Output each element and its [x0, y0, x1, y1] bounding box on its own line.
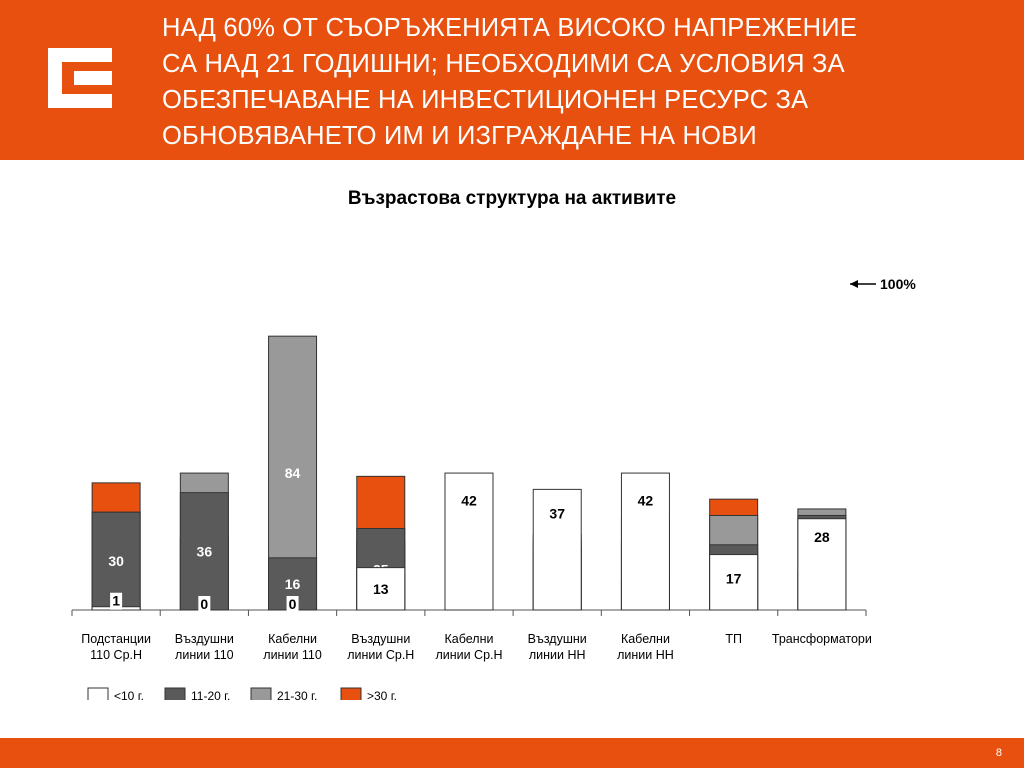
category-label: линии НН	[617, 648, 674, 662]
category-label: линии Ср.Н	[347, 648, 414, 662]
category-label: Въздушни	[528, 632, 587, 646]
slide-title-line-3: ОБЕЗПЕЧАВАНЕ НА ИНВЕСТИЦИОНЕН РЕСУРС ЗА	[162, 86, 809, 114]
footer-bar: 8	[0, 738, 1024, 768]
data-label-box	[110, 592, 123, 610]
data-label: 1	[112, 593, 120, 609]
data-label: 16	[285, 576, 301, 592]
category-label: 110 Ср.Н	[90, 648, 142, 662]
stacked-bar-chart: 3930301Подстанции110 Ср.Н2242360Въздушни…	[71, 276, 916, 700]
chart-title: Възрастова структура на активите	[347, 188, 677, 209]
category-label: Кабелни	[445, 632, 494, 646]
slide-title-line-1: НАД 60% ОТ СЪОРЪЖЕНИЯТА ВИСОКО НАПРЕЖЕНИ…	[162, 14, 858, 42]
category-label: Въздушни	[351, 632, 410, 646]
data-label: 0	[289, 596, 297, 612]
bar-segment	[709, 554, 759, 611]
data-label: 28	[814, 529, 830, 545]
data-label-box	[198, 596, 211, 613]
legend-label: <10 г.	[114, 689, 144, 700]
data-label: 0	[200, 596, 208, 612]
legend-swatch	[250, 687, 272, 700]
category-label: Кабелни	[621, 632, 670, 646]
reference-arrow-icon	[850, 280, 858, 288]
legend-label: 21-30 г.	[277, 689, 317, 700]
data-label: 13	[373, 581, 389, 597]
category-label: линии 110	[175, 648, 234, 662]
category-label: Подстанции	[81, 632, 151, 646]
category-label: Въздушни	[175, 632, 234, 646]
data-label: 30	[108, 553, 124, 569]
page-number: 8	[995, 747, 1002, 759]
bar-segment	[532, 488, 582, 611]
category-label: линии НН	[529, 648, 586, 662]
legend-swatch	[164, 687, 186, 700]
data-label: 84	[285, 465, 301, 481]
category-label: Трансформатори	[772, 632, 872, 646]
cez-logo-icon	[48, 48, 112, 108]
data-label-box	[286, 596, 299, 613]
bar-segment	[356, 567, 406, 611]
legend-swatch	[340, 687, 362, 700]
data-label: 36	[197, 543, 213, 559]
category-label: ТП	[725, 632, 742, 646]
category-label: линии 110	[263, 648, 322, 662]
header-bar: НАД 60% ОТ СЪОРЪЖЕНИЯТА ВИСОКО НАПРЕЖЕНИ…	[0, 0, 1024, 160]
bar-segment	[797, 518, 847, 611]
legend-label: >30 г.	[367, 689, 397, 700]
category-label: Кабелни	[268, 632, 317, 646]
data-label: 42	[638, 492, 654, 508]
bar-segment	[179, 492, 229, 611]
reference-label: 100%	[880, 276, 916, 292]
bar-segment	[620, 472, 670, 611]
category-label: линии Ср.Н	[435, 648, 502, 662]
slide-title: НАД 60% ОТ СЪОРЪЖЕНИЯТА ВИСОКО НАПРЕЖЕНИ…	[162, 10, 1012, 154]
data-label: 42	[461, 492, 477, 508]
slide-title-line-4: ОБНОВЯВАНЕТО ИМ И ИЗГРАЖДАНЕ НА НОВИ	[162, 122, 757, 150]
data-label: 37	[549, 506, 565, 522]
legend-label: 11-20 г.	[191, 689, 230, 700]
slide-title-line-2: СА НАД 21 ГОДИШНИ; НЕОБХОДИМИ СА УСЛОВИЯ…	[162, 50, 845, 78]
bar-segment	[444, 472, 494, 611]
legend-swatch	[87, 687, 109, 700]
data-label: 17	[726, 571, 742, 587]
